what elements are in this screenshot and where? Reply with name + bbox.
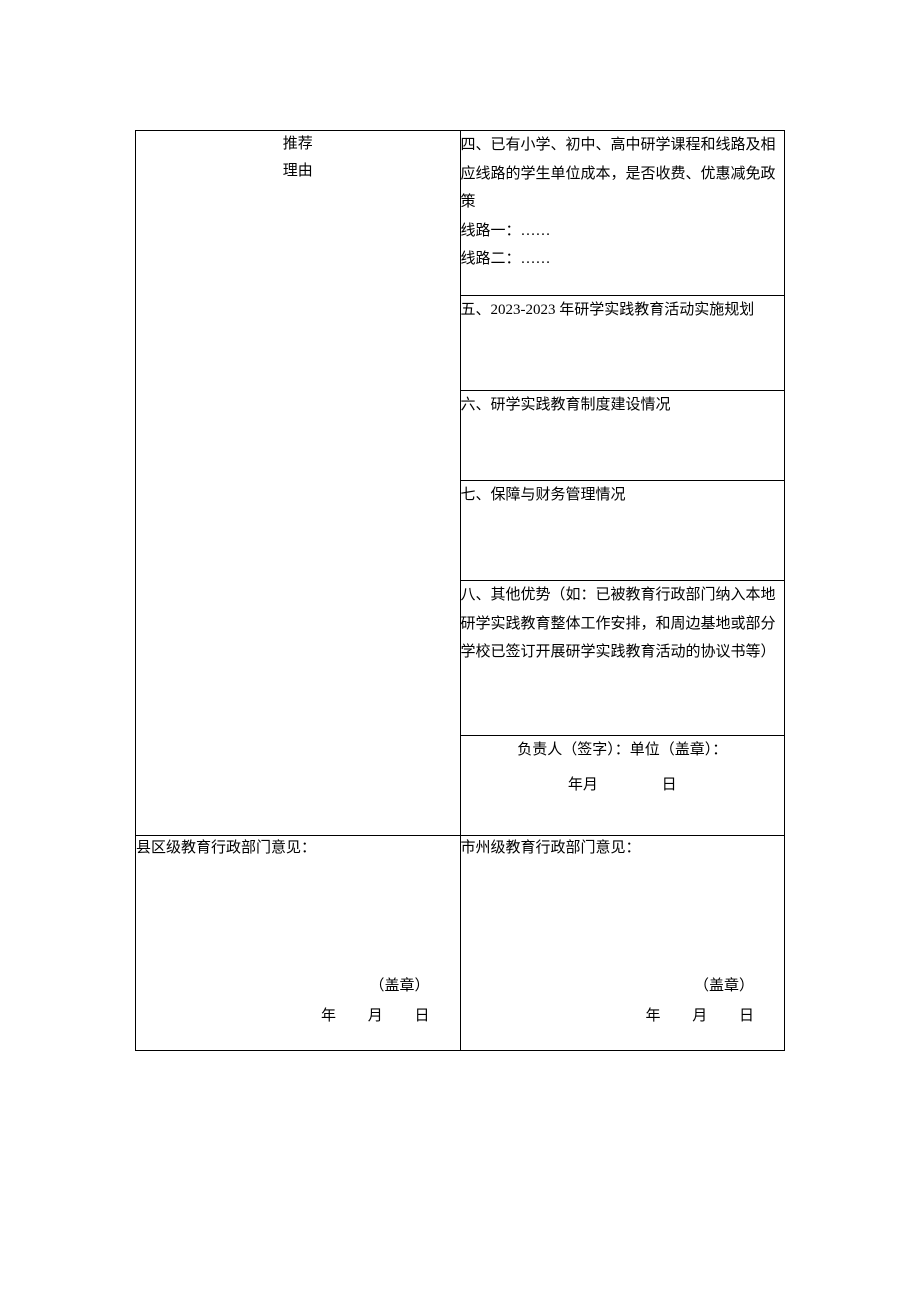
section-six: 六、研学实践教育制度建设情况	[460, 391, 785, 481]
section-six-title: 六、研学实践教育制度建设情况	[461, 391, 785, 420]
city-year: 年	[645, 1004, 660, 1025]
label-line2: 理由	[136, 158, 460, 185]
route-one: 线路一：……	[461, 217, 785, 246]
county-stamp: （盖章）	[369, 974, 429, 995]
city-opinion-cell: 市州级教育行政部门意见： （盖章） 年 月 日	[460, 836, 785, 1051]
county-opinion-cell: 县区级教育行政部门意见： （盖章） 年 月 日	[136, 836, 461, 1051]
section-seven: 七、保障与财务管理情况	[460, 481, 785, 581]
recommendation-reason-label: 推荐 理由	[136, 131, 461, 836]
city-opinion-title: 市州级教育行政部门意见：	[461, 836, 785, 857]
route-two: 线路二：……	[461, 245, 785, 274]
county-day: 日	[414, 1004, 429, 1025]
section-eight: 八、其他优势（如：已被教育行政部门纳入本地研学实践教育整体工作安排，和周边基地或…	[460, 581, 785, 736]
city-date: 年 月 日	[554, 1004, 754, 1025]
date-day: 日	[662, 771, 677, 800]
section-five-title: 五、2023-2023 年研学实践教育活动实施规划	[461, 296, 785, 325]
county-year: 年	[321, 1004, 336, 1025]
date-yearmonth: 年月	[568, 771, 598, 800]
form-table: 推荐 理由 四、已有小学、初中、高中研学课程和线路及相应线路的学生单位成本，是否…	[135, 130, 785, 1051]
section-four-title: 四、已有小学、初中、高中研学课程和线路及相应线路的学生单位成本，是否收费、优惠减…	[461, 131, 785, 217]
section-four: 四、已有小学、初中、高中研学课程和线路及相应线路的学生单位成本，是否收费、优惠减…	[460, 131, 785, 296]
signature-section: 负责人（签字）：单位（盖章）： 年月 日	[460, 736, 785, 836]
label-line1: 推荐	[136, 131, 460, 158]
section-five: 五、2023-2023 年研学实践教育活动实施规划	[460, 296, 785, 391]
signature-date: 年月 日	[461, 771, 785, 800]
signature-line: 负责人（签字）：单位（盖章）：	[461, 736, 785, 765]
section-seven-title: 七、保障与财务管理情况	[461, 481, 785, 510]
county-date: 年 月 日	[230, 1004, 430, 1025]
city-stamp: （盖章）	[694, 974, 754, 995]
city-day: 日	[739, 1004, 754, 1025]
city-month: 月	[692, 1004, 707, 1025]
county-opinion-title: 县区级教育行政部门意见：	[136, 836, 460, 857]
county-month: 月	[368, 1004, 383, 1025]
section-eight-title: 八、其他优势（如：已被教育行政部门纳入本地研学实践教育整体工作安排，和周边基地或…	[461, 581, 785, 667]
